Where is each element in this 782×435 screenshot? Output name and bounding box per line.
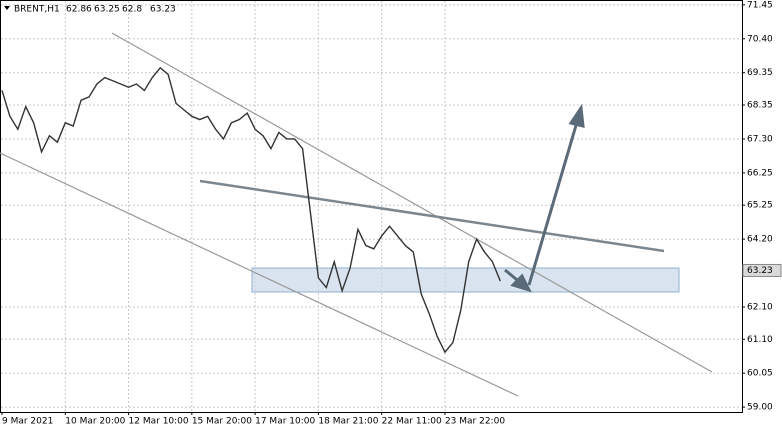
price-series [1, 66, 501, 354]
symbol: BRENT,H1 [14, 5, 60, 15]
y-tick-label: 59.00 [747, 403, 773, 413]
forecast-arrows [504, 103, 585, 293]
x-tick-label: 22 Mar 11:00 [382, 417, 442, 427]
y-tick-label: 69.35 [747, 68, 773, 78]
x-tick-label: 12 Mar 10:00 [129, 417, 189, 427]
y-tick-label: 71.45 [747, 0, 773, 10]
resistance-line [199, 179, 665, 253]
last-price-label: 63.23 [747, 266, 773, 276]
ohlc-open: 62.86 [66, 5, 92, 15]
channel-lower [0, 152, 519, 397]
y-tick-label: 66.25 [747, 168, 773, 178]
channel-upper [111, 32, 713, 373]
y-tick-label: 61.10 [747, 335, 773, 345]
last-price-box [742, 263, 782, 277]
x-tick-label: 15 Mar 20:00 [192, 417, 252, 427]
ohlc-low: 62.8 [122, 5, 142, 15]
y-tick-label: 70.40 [747, 34, 773, 44]
x-tick-label: 18 Mar 21:00 [318, 417, 378, 427]
title-block: BRENT,H1 62.86 63.25 62.8 63.23 [4, 5, 176, 15]
y-tick-label: 60.05 [747, 369, 773, 379]
y-tick-label: 65.25 [747, 201, 773, 211]
y-tick-label: 67.30 [747, 134, 773, 144]
y-tick-label: 62.10 [747, 302, 773, 312]
grid [1, 1, 742, 412]
x-tick-label: 17 Mar 10:00 [255, 417, 315, 427]
y-tick-label: 64.20 [747, 235, 773, 245]
x-tick-label: 23 Mar 22:00 [445, 417, 505, 427]
x-tick-label: 10 Mar 20:00 [65, 417, 125, 427]
ohlc-close: 63.23 [150, 5, 176, 15]
x-tick-label: 9 Mar 2021 [2, 417, 53, 427]
ohlc-high: 63.25 [94, 5, 120, 15]
price-line [1, 66, 501, 354]
y-tick-label: 68.35 [747, 101, 773, 111]
